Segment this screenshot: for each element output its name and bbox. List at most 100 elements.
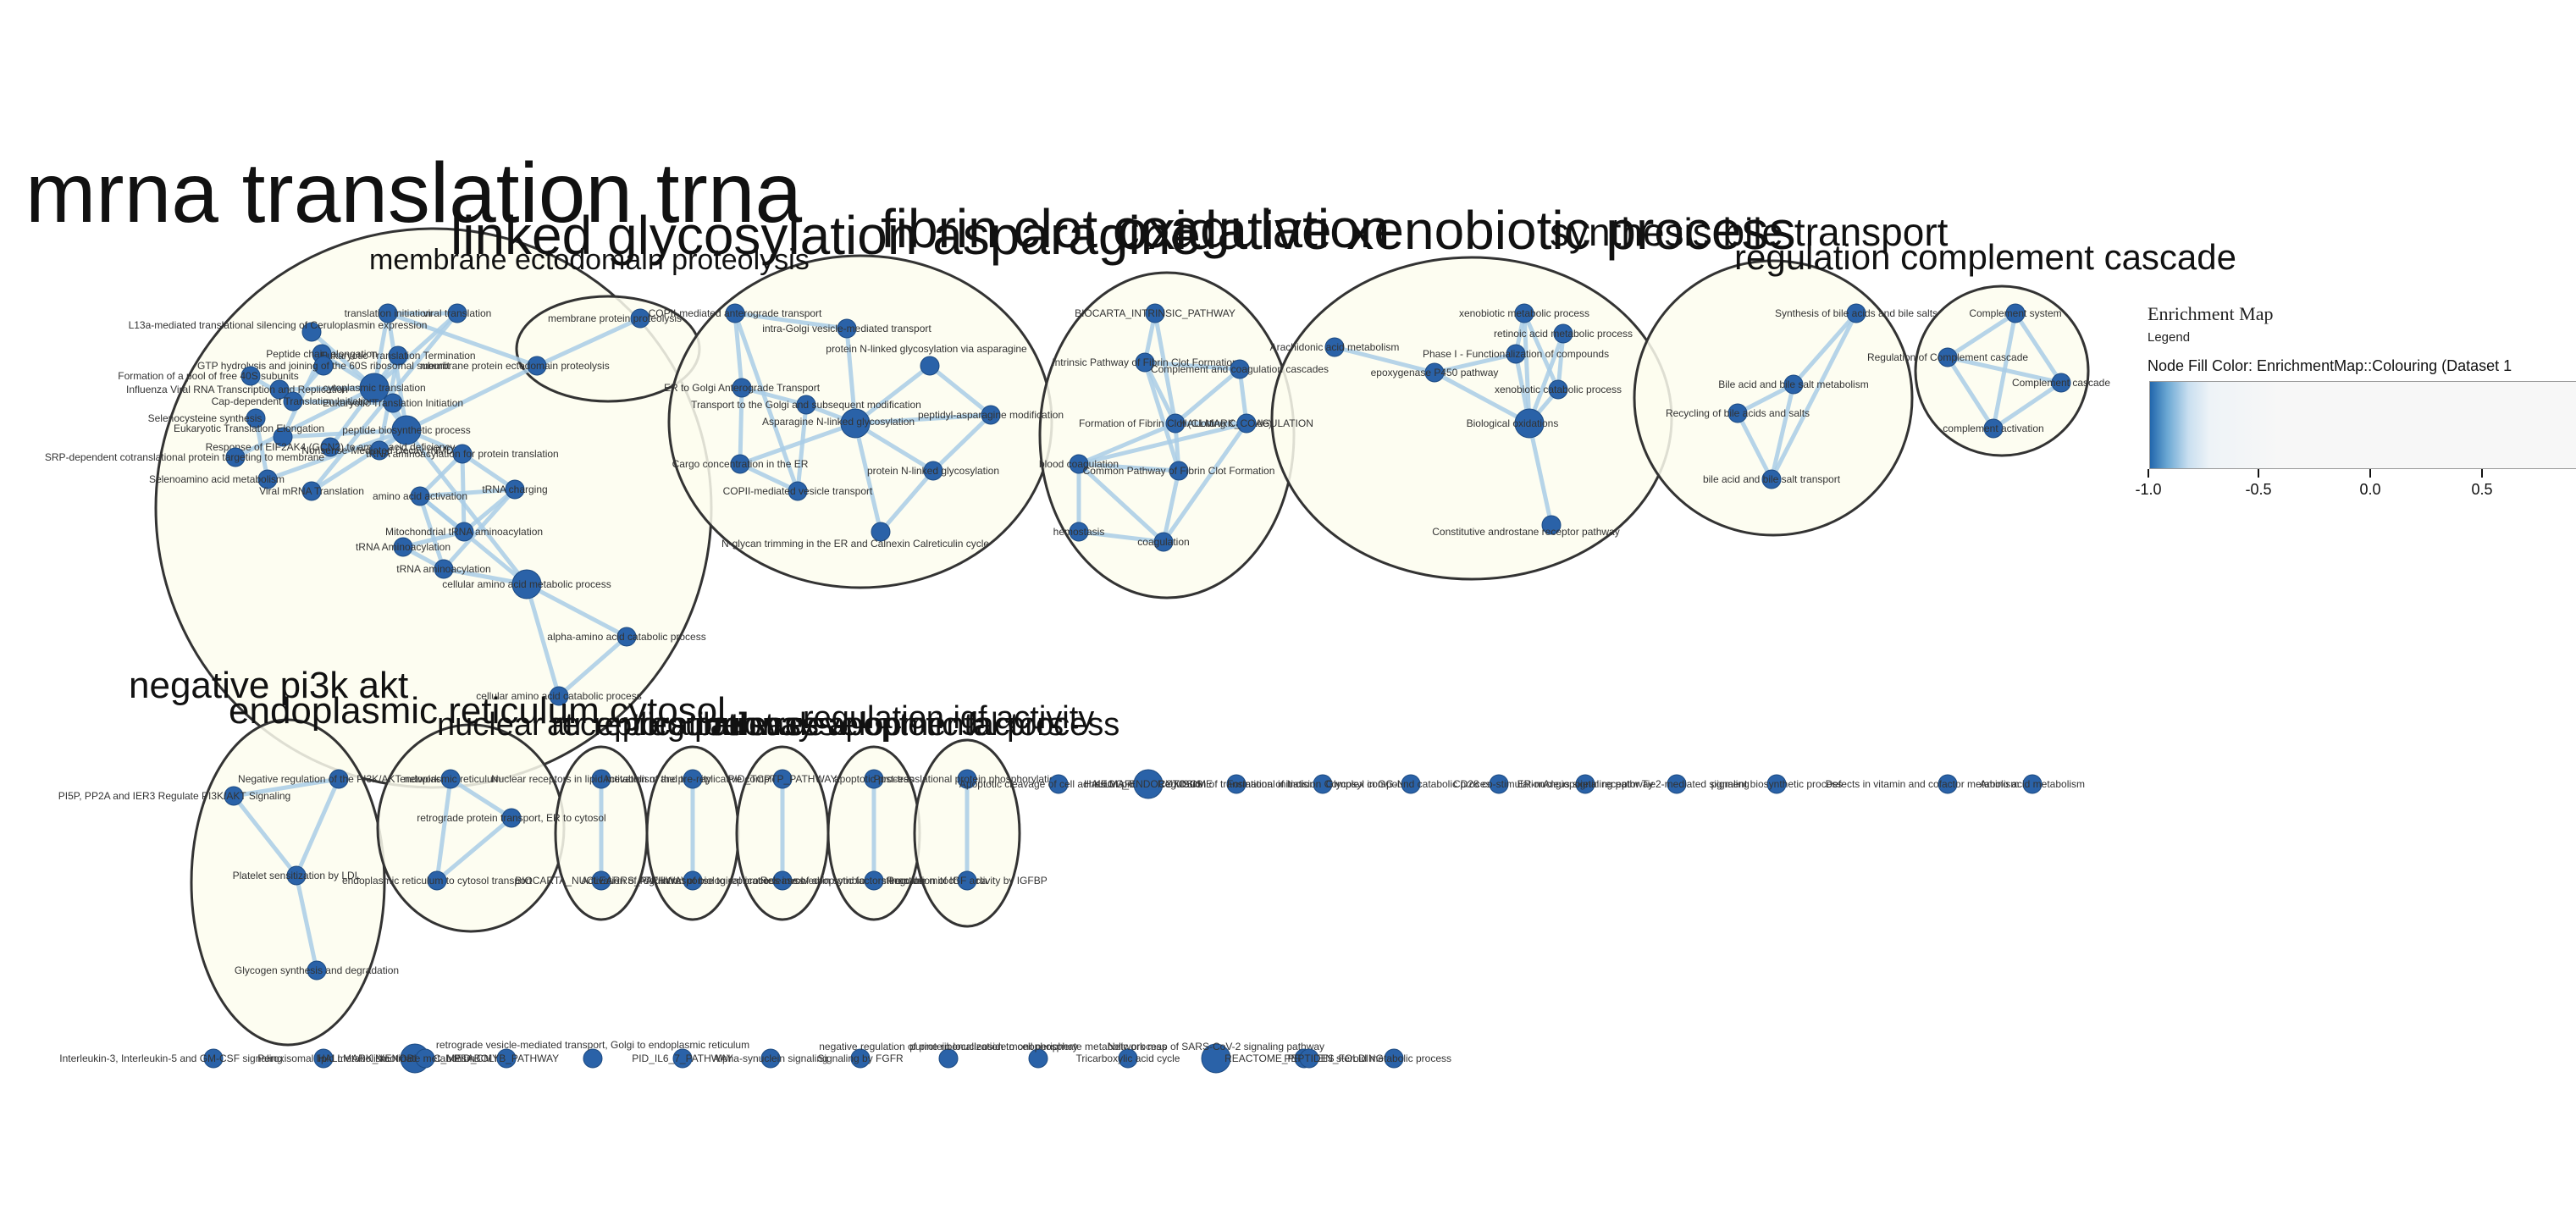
node-n1[interactable]: [378, 303, 398, 323]
node-n80[interactable]: [864, 769, 884, 789]
node-n9[interactable]: [359, 373, 390, 403]
node-n57[interactable]: [1514, 408, 1545, 439]
node-n68[interactable]: [224, 786, 244, 806]
node-n49[interactable]: [1069, 522, 1089, 542]
node-n81[interactable]: [864, 870, 884, 891]
node-n40[interactable]: [788, 481, 808, 501]
node-n82[interactable]: [957, 769, 977, 789]
node-n76[interactable]: [683, 769, 703, 789]
node-n95[interactable]: [2022, 774, 2043, 794]
node-n32[interactable]: [837, 318, 857, 339]
node-n73[interactable]: [427, 870, 447, 891]
node-n105[interactable]: [938, 1048, 959, 1069]
node-n58[interactable]: [1541, 515, 1562, 535]
node-n59[interactable]: [1846, 303, 1866, 323]
node-n90[interactable]: [1489, 774, 1509, 794]
node-n87[interactable]: [1226, 774, 1247, 794]
node-n78[interactable]: [772, 769, 793, 789]
node-n79[interactable]: [772, 870, 793, 891]
node-n6[interactable]: [313, 356, 334, 376]
node-n91[interactable]: [1575, 774, 1595, 794]
node-n44[interactable]: [1230, 359, 1250, 379]
node-n16[interactable]: [225, 447, 246, 467]
node-n107[interactable]: [1118, 1048, 1138, 1069]
node-n18[interactable]: [257, 469, 278, 489]
node-n94[interactable]: [1938, 774, 1958, 794]
node-n61[interactable]: [1727, 403, 1748, 423]
node-n31[interactable]: [725, 303, 745, 323]
node-n63[interactable]: [2005, 303, 2026, 323]
node-n41[interactable]: [871, 522, 891, 542]
node-n25[interactable]: [434, 559, 454, 579]
node-n67[interactable]: [329, 769, 349, 789]
node-n5[interactable]: [388, 345, 408, 366]
node-n54[interactable]: [1553, 323, 1573, 344]
node-n100[interactable]: [415, 1048, 435, 1069]
node-n104[interactable]: [850, 1048, 871, 1069]
node-n45[interactable]: [1165, 413, 1186, 434]
node-n29[interactable]: [630, 308, 650, 329]
node-n56[interactable]: [1548, 379, 1568, 400]
node-n14[interactable]: [273, 427, 293, 447]
node-n55[interactable]: [1424, 362, 1445, 383]
node-n33[interactable]: [920, 356, 940, 376]
node-n93[interactable]: [1766, 774, 1787, 794]
cluster-c9-boundary[interactable]: [376, 723, 566, 933]
node-n52[interactable]: [1324, 337, 1345, 357]
node-n24[interactable]: [393, 537, 413, 557]
node-n34[interactable]: [732, 378, 752, 398]
node-n35[interactable]: [796, 395, 816, 415]
node-n86[interactable]: [1133, 769, 1164, 799]
node-n108[interactable]: [1201, 1043, 1231, 1074]
node-n42[interactable]: [1145, 303, 1165, 323]
node-n60[interactable]: [1783, 374, 1804, 395]
node-n101[interactable]: [583, 1048, 603, 1069]
node-n7[interactable]: [240, 366, 261, 386]
node-n97[interactable]: [313, 1048, 334, 1069]
node-n102[interactable]: [672, 1048, 693, 1069]
node-n110[interactable]: [1299, 1048, 1319, 1069]
node-n92[interactable]: [1667, 774, 1687, 794]
node-n2[interactable]: [447, 303, 467, 323]
node-n96[interactable]: [203, 1048, 224, 1069]
node-n13[interactable]: [391, 415, 422, 445]
node-n38[interactable]: [730, 454, 750, 474]
node-n88[interactable]: [1313, 774, 1333, 794]
node-n36[interactable]: [840, 408, 871, 439]
node-n103[interactable]: [760, 1048, 781, 1069]
node-n74[interactable]: [591, 769, 611, 789]
node-n21[interactable]: [410, 486, 430, 506]
node-n28[interactable]: [549, 686, 569, 706]
node-n11[interactable]: [383, 393, 403, 413]
cluster-c6-boundary[interactable]: [1633, 259, 1914, 537]
node-n72[interactable]: [501, 808, 522, 828]
node-n37[interactable]: [981, 405, 1001, 425]
node-n99[interactable]: [496, 1048, 517, 1069]
node-n47[interactable]: [1069, 454, 1089, 474]
node-n19[interactable]: [301, 481, 322, 501]
node-n69[interactable]: [286, 865, 307, 886]
node-n84[interactable]: [1048, 774, 1069, 794]
node-n75[interactable]: [591, 870, 611, 891]
node-n30[interactable]: [527, 356, 547, 376]
node-n64[interactable]: [1938, 347, 1958, 367]
node-n17[interactable]: [369, 440, 390, 461]
node-n83[interactable]: [957, 870, 977, 891]
node-n15[interactable]: [320, 437, 340, 457]
node-n89[interactable]: [1401, 774, 1421, 794]
node-n66[interactable]: [1983, 418, 2004, 439]
node-n50[interactable]: [1153, 532, 1174, 552]
node-n71[interactable]: [440, 769, 461, 789]
node-n53[interactable]: [1506, 344, 1526, 364]
node-n46[interactable]: [1236, 413, 1257, 434]
node-n43[interactable]: [1135, 352, 1155, 373]
node-n77[interactable]: [683, 870, 703, 891]
node-n106[interactable]: [1028, 1048, 1048, 1069]
node-n39[interactable]: [923, 461, 943, 481]
node-n10[interactable]: [283, 391, 303, 412]
node-n3[interactable]: [301, 322, 322, 342]
node-n70[interactable]: [307, 960, 327, 981]
node-n22[interactable]: [505, 479, 525, 500]
node-n26[interactable]: [511, 569, 542, 599]
node-n62[interactable]: [1761, 469, 1782, 489]
